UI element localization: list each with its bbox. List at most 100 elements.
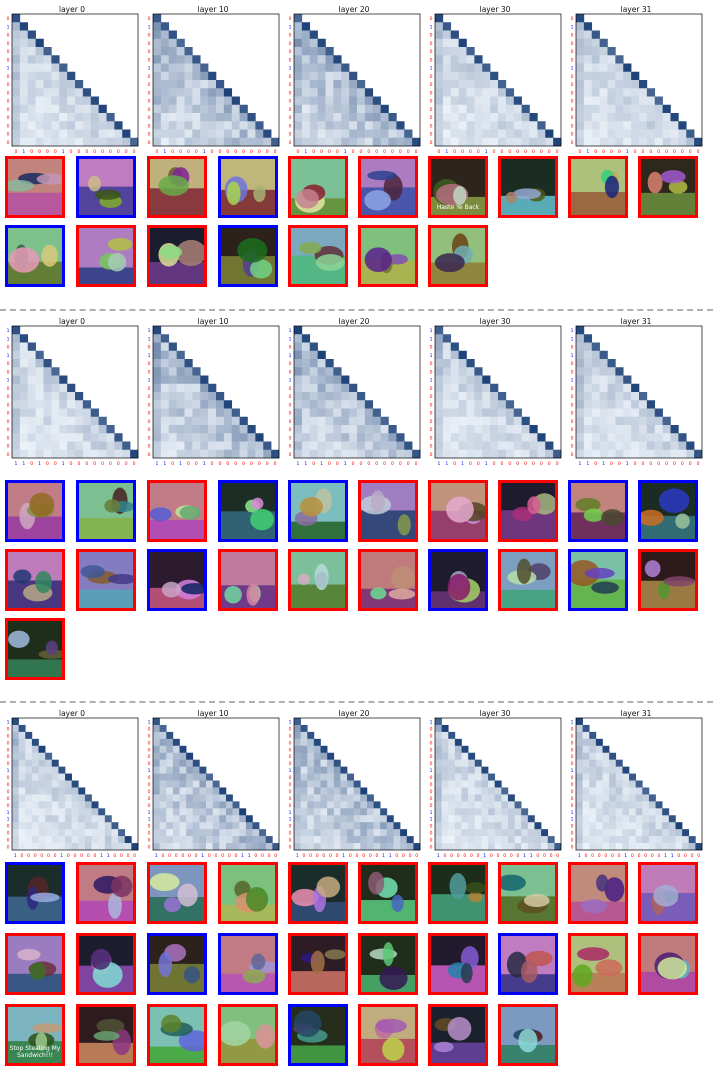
x-tick-label: 0	[651, 853, 654, 859]
heatmap-cell	[357, 441, 366, 451]
heatmap-cell	[547, 843, 555, 851]
heatmap-cell	[98, 808, 106, 816]
y-tick-label: 0	[430, 123, 433, 129]
heatmap-cell	[199, 815, 207, 823]
heatmap-cell	[160, 113, 170, 122]
heatmap-cell	[176, 38, 185, 48]
heatmap-cell	[184, 47, 193, 56]
heatmap-cell	[208, 88, 217, 97]
heatmap-cell	[670, 129, 679, 139]
thumbnail-image	[361, 159, 415, 215]
heatmap-cell	[327, 822, 335, 830]
heatmap-cell	[373, 815, 381, 823]
heatmap-cell	[576, 843, 583, 851]
heatmap-cell	[623, 129, 632, 139]
heatmap-cell	[184, 441, 193, 451]
y-tick-label: 0	[430, 435, 433, 441]
x-tick-label: 0	[516, 149, 519, 155]
heatmap-cell	[200, 63, 209, 73]
heatmap-cell	[199, 808, 207, 816]
heatmap-cell	[168, 113, 177, 122]
heatmap-cell	[589, 829, 597, 837]
heatmap-cell	[186, 829, 194, 837]
thumbnail-brown-horse-stable	[147, 156, 207, 218]
heatmap-cell	[35, 441, 44, 451]
heatmap-cell	[245, 815, 253, 823]
heatmap-cell	[45, 787, 53, 795]
heatmap-cell	[192, 88, 201, 97]
y-tick-label: 0	[148, 41, 151, 47]
heatmap-cell	[541, 843, 549, 851]
heatmap-cell	[466, 416, 475, 426]
heatmap-cell	[65, 836, 72, 844]
heatmap-cell	[333, 88, 342, 97]
heatmap-cell	[71, 780, 79, 788]
heatmap-cell	[333, 794, 341, 802]
heatmap-cell	[153, 780, 160, 788]
x-tick-label: 0	[242, 149, 245, 155]
heatmap-cell	[372, 121, 381, 130]
heatmap-cell	[372, 441, 381, 451]
heatmap-cell	[373, 829, 381, 837]
heatmap-cell	[482, 80, 491, 89]
heatmap-cell	[380, 129, 389, 139]
heatmap-cell	[200, 80, 209, 89]
heatmap-cell	[393, 836, 401, 844]
heatmap-cell	[482, 129, 491, 139]
heatmap-cell	[18, 829, 26, 837]
heatmap-cell	[458, 38, 467, 48]
heatmap-cell	[67, 96, 76, 106]
thumbnail-racehorse-galloping	[288, 225, 348, 287]
heatmap-cell	[317, 416, 326, 426]
heatmap-cell	[591, 104, 600, 114]
heatmap-cell	[25, 752, 33, 760]
x-tick-label: 0	[54, 853, 57, 859]
x-tick-label: 0	[226, 149, 229, 155]
heatmap-cell	[43, 433, 52, 442]
y-tick-label: 1	[289, 768, 292, 774]
heatmap-cell	[466, 359, 475, 368]
heatmap-cell	[458, 375, 467, 385]
heatmap-cell	[192, 815, 200, 823]
heatmap-cell	[505, 416, 515, 426]
y-tick-label: 0	[289, 402, 292, 408]
heatmap-cell	[670, 441, 679, 451]
heatmap-cell	[442, 47, 452, 56]
x-tick-label: 0	[162, 853, 165, 859]
x-tick-label: 1	[461, 461, 464, 467]
heatmap-cell	[192, 836, 200, 844]
heatmap-cell	[216, 425, 225, 434]
heatmap-cell	[576, 359, 585, 368]
y-tick-label: 1	[289, 353, 292, 359]
heatmap-cell	[208, 113, 217, 122]
y-tick-label: 0	[430, 82, 433, 88]
heatmap-cell	[341, 129, 350, 139]
heatmap-cell	[545, 129, 554, 139]
heatmap-cell	[51, 129, 60, 139]
heatmap-cell	[623, 416, 632, 426]
heatmap-cell	[90, 449, 99, 459]
y-tick-label: 1	[7, 24, 10, 30]
heatmap-cell	[75, 137, 84, 147]
heatmap-cell	[448, 731, 456, 740]
heatmap-cell	[623, 104, 632, 114]
heatmap-cell	[442, 400, 452, 409]
heatmap-cell	[507, 829, 515, 837]
heatmap-cell	[582, 801, 590, 809]
heatmap-cell	[435, 383, 444, 393]
heatmap-cell	[294, 342, 303, 352]
x-tick-label: 0	[697, 461, 700, 467]
heatmap-cell	[333, 773, 341, 781]
heatmap-cell	[599, 367, 608, 376]
heatmap-cell	[27, 342, 36, 352]
heatmap-cell	[501, 829, 509, 837]
heatmap-cell	[200, 113, 209, 122]
x-tick-label: 0	[665, 461, 668, 467]
heatmap-cell	[327, 808, 335, 816]
heatmap-cell	[654, 121, 663, 130]
heatmap-cell	[239, 425, 248, 434]
heatmap-cell	[192, 416, 201, 426]
heatmap-cell	[435, 773, 442, 781]
heatmap-cell	[153, 441, 162, 451]
heatmap-cell	[38, 808, 46, 816]
